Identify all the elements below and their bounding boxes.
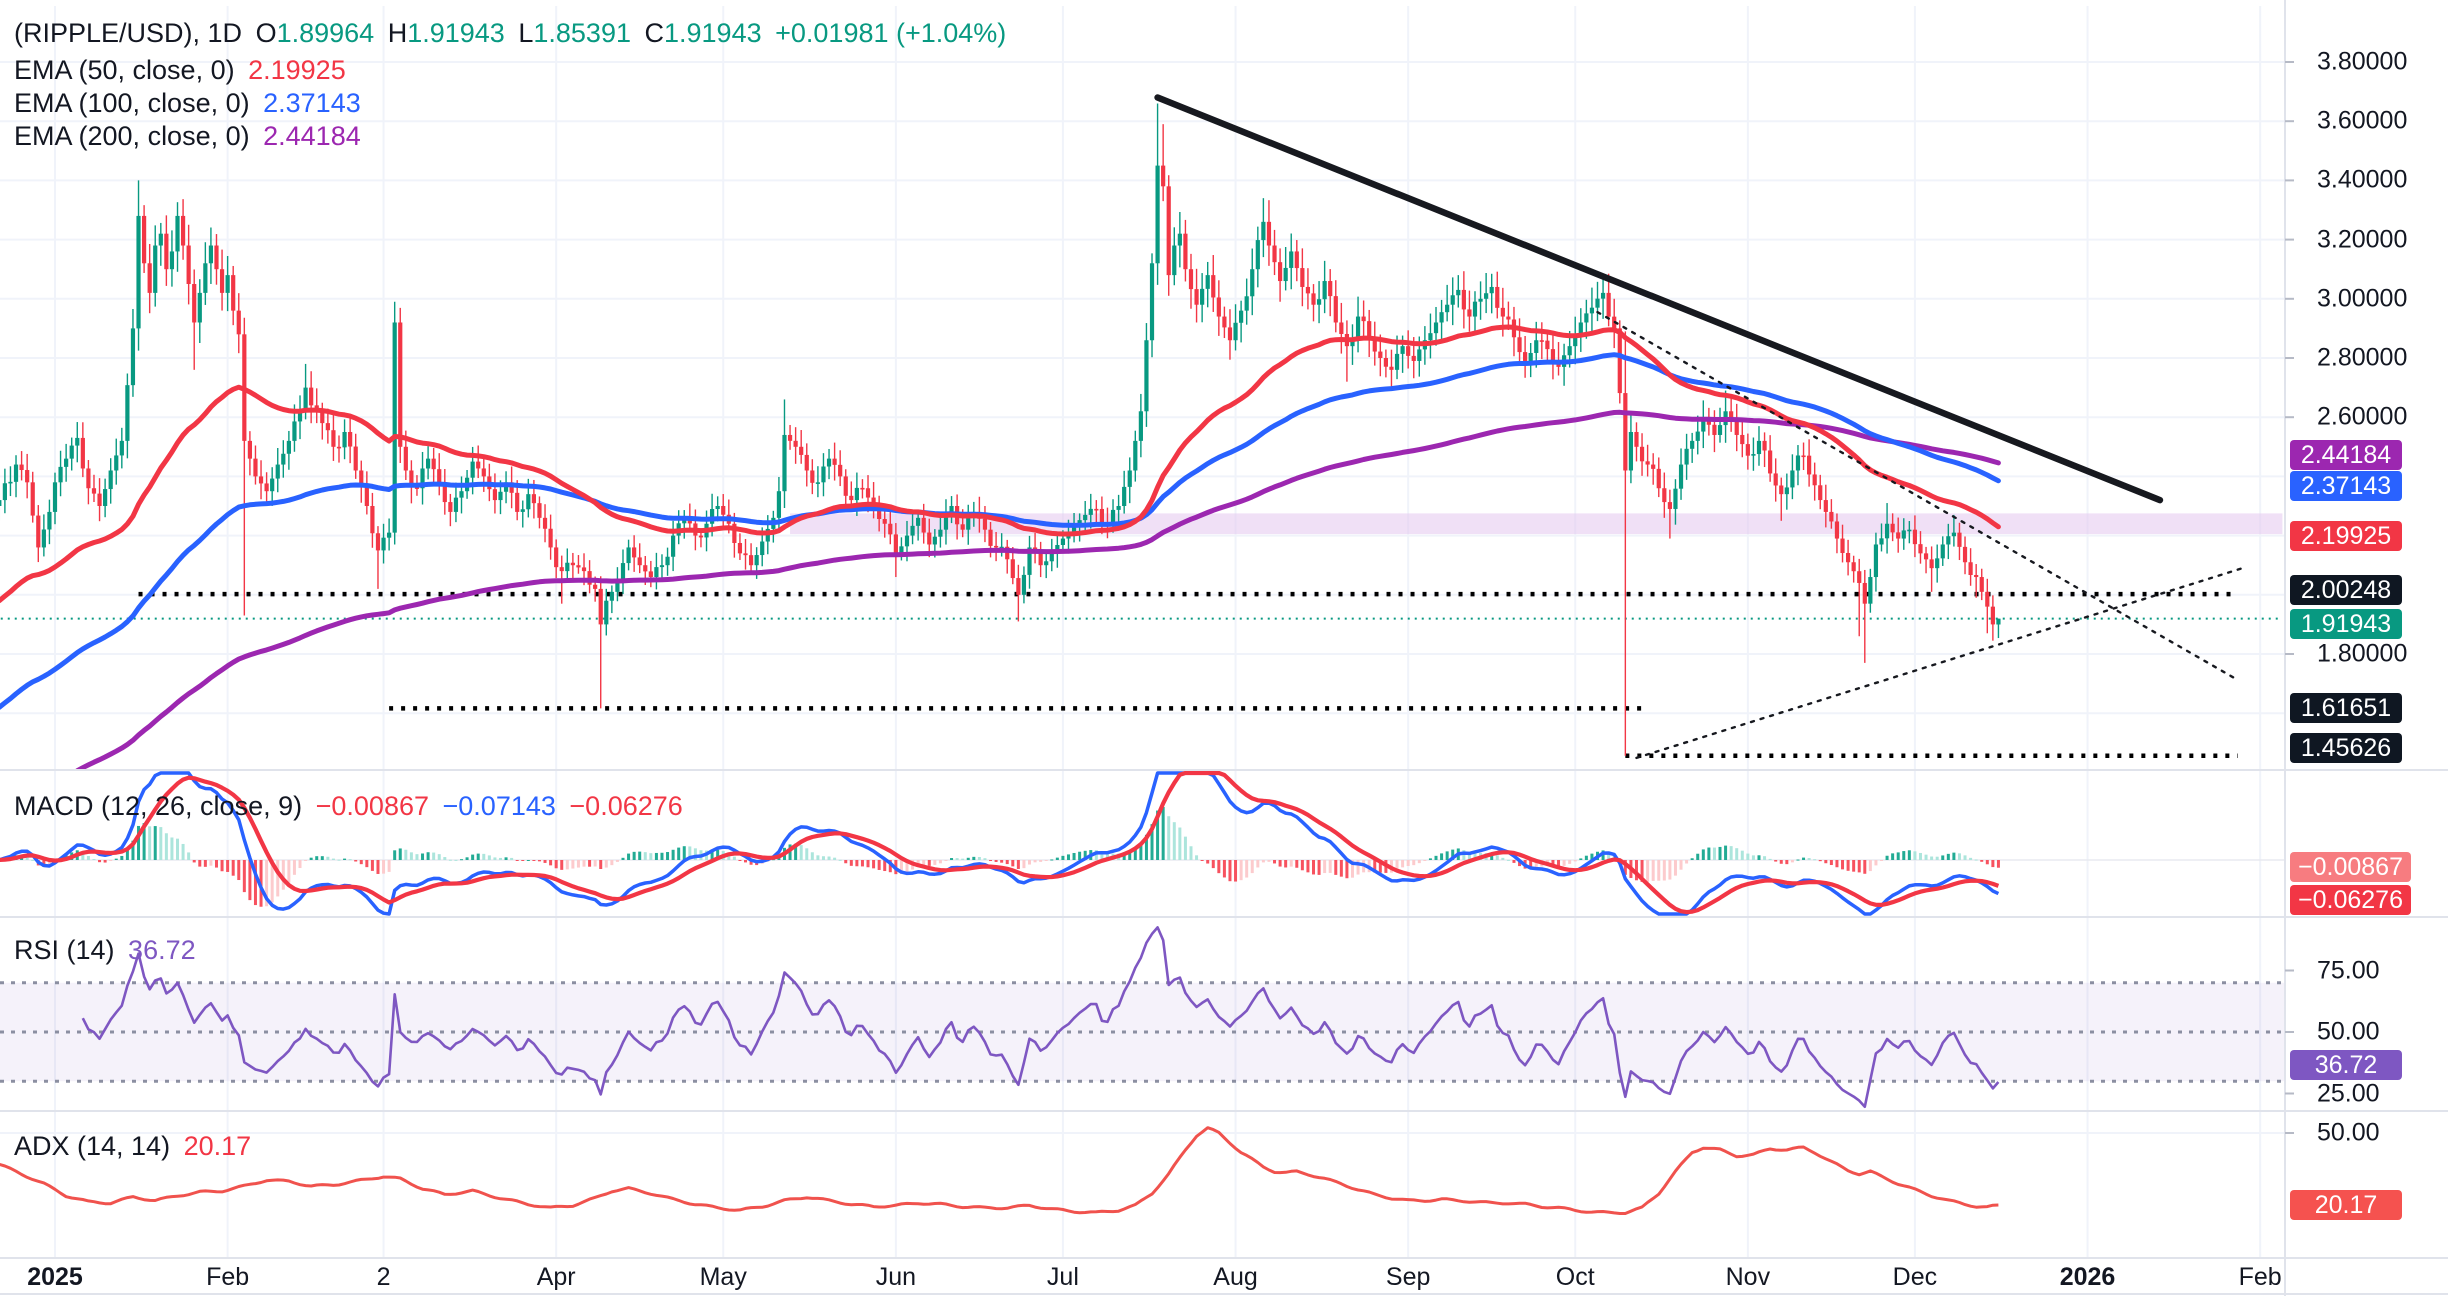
ema50-line [0,324,2001,604]
adx-badge: 20.17 [2290,1190,2402,1220]
ema200-label: EMA (200, close, 0) [14,121,250,151]
time-tick-Oct: Oct [1555,1263,1595,1291]
adx-pane[interactable] [0,1126,1999,1215]
time-tick-Dec: Dec [1892,1263,1938,1291]
time-tick-Feb: Feb [206,1263,250,1291]
adx-legend-row[interactable]: ADX (14, 14) 20.17 [14,1131,257,1162]
ema50-label: EMA (50, close, 0) [14,55,235,85]
ema200-badge: 2.44184 [2290,440,2402,470]
price-tick-3.40000: 3.40000 [2317,165,2408,194]
macd-signal-badge: −0.06276 [2290,885,2411,915]
symbol-legend-row[interactable]: (RIPPLE/USD), 1D O1.89964 H1.91943 L1.85… [14,18,1012,49]
macd-label: MACD (12, 26, close, 9) [14,791,303,821]
level-badge-200248: 2.00248 [2290,575,2402,606]
rsi-label: RSI (14) [14,935,115,965]
ema100-value: 2.37143 [263,88,361,118]
time-tick-2: 2 [376,1263,391,1291]
candlestick-series [0,103,2001,756]
rsi-legend-row[interactable]: RSI (14) 36.72 [14,935,202,966]
time-tick-Jun: Jun [875,1263,916,1291]
rsi-tick-25.00: 25.00 [2317,1079,2380,1107]
ema50-legend-row[interactable]: EMA (50, close, 0) 2.19925 [14,55,352,86]
high-label: H [387,18,408,48]
high-value: 1.91943 [407,18,505,48]
price-tick-3.20000: 3.20000 [2317,225,2408,254]
macd-hist-badge: −0.00867 [2290,852,2411,882]
ema200-line [73,409,2001,770]
descending-trendline[interactable] [1154,94,2164,504]
ema100-label: EMA (100, close, 0) [14,88,250,118]
open-label: O [255,18,277,48]
time-tick-Aug: Aug [1213,1263,1258,1291]
level-badge-145626: 1.45626 [2290,732,2402,763]
ema50-value: 2.19925 [248,55,346,85]
time-tick-Jul: Jul [1046,1263,1079,1291]
dotted-projection-line-1[interactable] [1596,310,2240,682]
change-value: +0.01981 (+1.04%) [775,18,1007,48]
ema200-value: 2.44184 [263,121,361,151]
rsi-pane[interactable] [0,926,2285,1109]
adx-tick-50.00: 50.00 [2317,1118,2380,1147]
price-tick-2.80000: 2.80000 [2317,343,2408,372]
close-label: C [644,18,665,48]
ema100-legend-row[interactable]: EMA (100, close, 0) 2.37143 [14,88,367,119]
rsi-value: 36.72 [128,935,196,965]
time-tick-Apr: Apr [536,1263,576,1291]
current-price-badge: 1.91943 [2290,608,2402,639]
macd-pane[interactable] [0,771,2000,916]
close-value: 1.91943 [664,18,762,48]
time-tick-2025: 2025 [27,1263,83,1291]
macd-line-value: −0.07143 [442,791,556,821]
dotted-projection-line-2[interactable] [1635,566,2245,760]
time-tick-Feb: Feb [2238,1263,2282,1291]
level-badge-161651: 1.61651 [2290,693,2402,724]
time-tick-Sep: Sep [1385,1263,1431,1291]
price-tick-3.80000: 3.80000 [2317,47,2408,76]
rsi-line [81,926,2000,1109]
main-price-pane[interactable] [0,94,2283,814]
rsi-badge: 36.72 [2290,1049,2402,1080]
rsi-tick-50.00: 50.00 [2317,1017,2380,1046]
time-tick-Nov: Nov [1725,1263,1771,1291]
time-tick-May: May [699,1263,747,1291]
ema50-badge: 2.19925 [2290,520,2402,551]
ema100-badge: 2.37143 [2290,470,2402,501]
macd-legend-row[interactable]: MACD (12, 26, close, 9) −0.00867 −0.0714… [14,791,689,822]
open-value: 1.89964 [276,18,375,48]
price-tick-2.60000: 2.60000 [2317,402,2408,431]
time-tick-2026: 2026 [2059,1263,2116,1291]
symbol-title: (RIPPLE/USD), 1D [14,18,243,48]
adx-line [0,1126,1999,1215]
price-tick-3.00000: 3.00000 [2317,284,2408,313]
macd-signal-value: −0.06276 [569,791,683,821]
low-value: 1.85391 [533,18,631,48]
macd-hist-value: −0.00867 [315,791,429,821]
macd-signal-line [0,771,2000,915]
low-label: L [518,18,534,48]
rsi-tick-75.00: 75.00 [2317,956,2380,984]
ema200-legend-row[interactable]: EMA (200, close, 0) 2.44184 [14,121,367,152]
price-tick-1.80000: 1.80000 [2317,639,2408,668]
adx-value: 20.17 [183,1131,252,1161]
adx-label: ADX (14, 14) [14,1131,171,1161]
price-tick-3.60000: 3.60000 [2317,106,2408,135]
